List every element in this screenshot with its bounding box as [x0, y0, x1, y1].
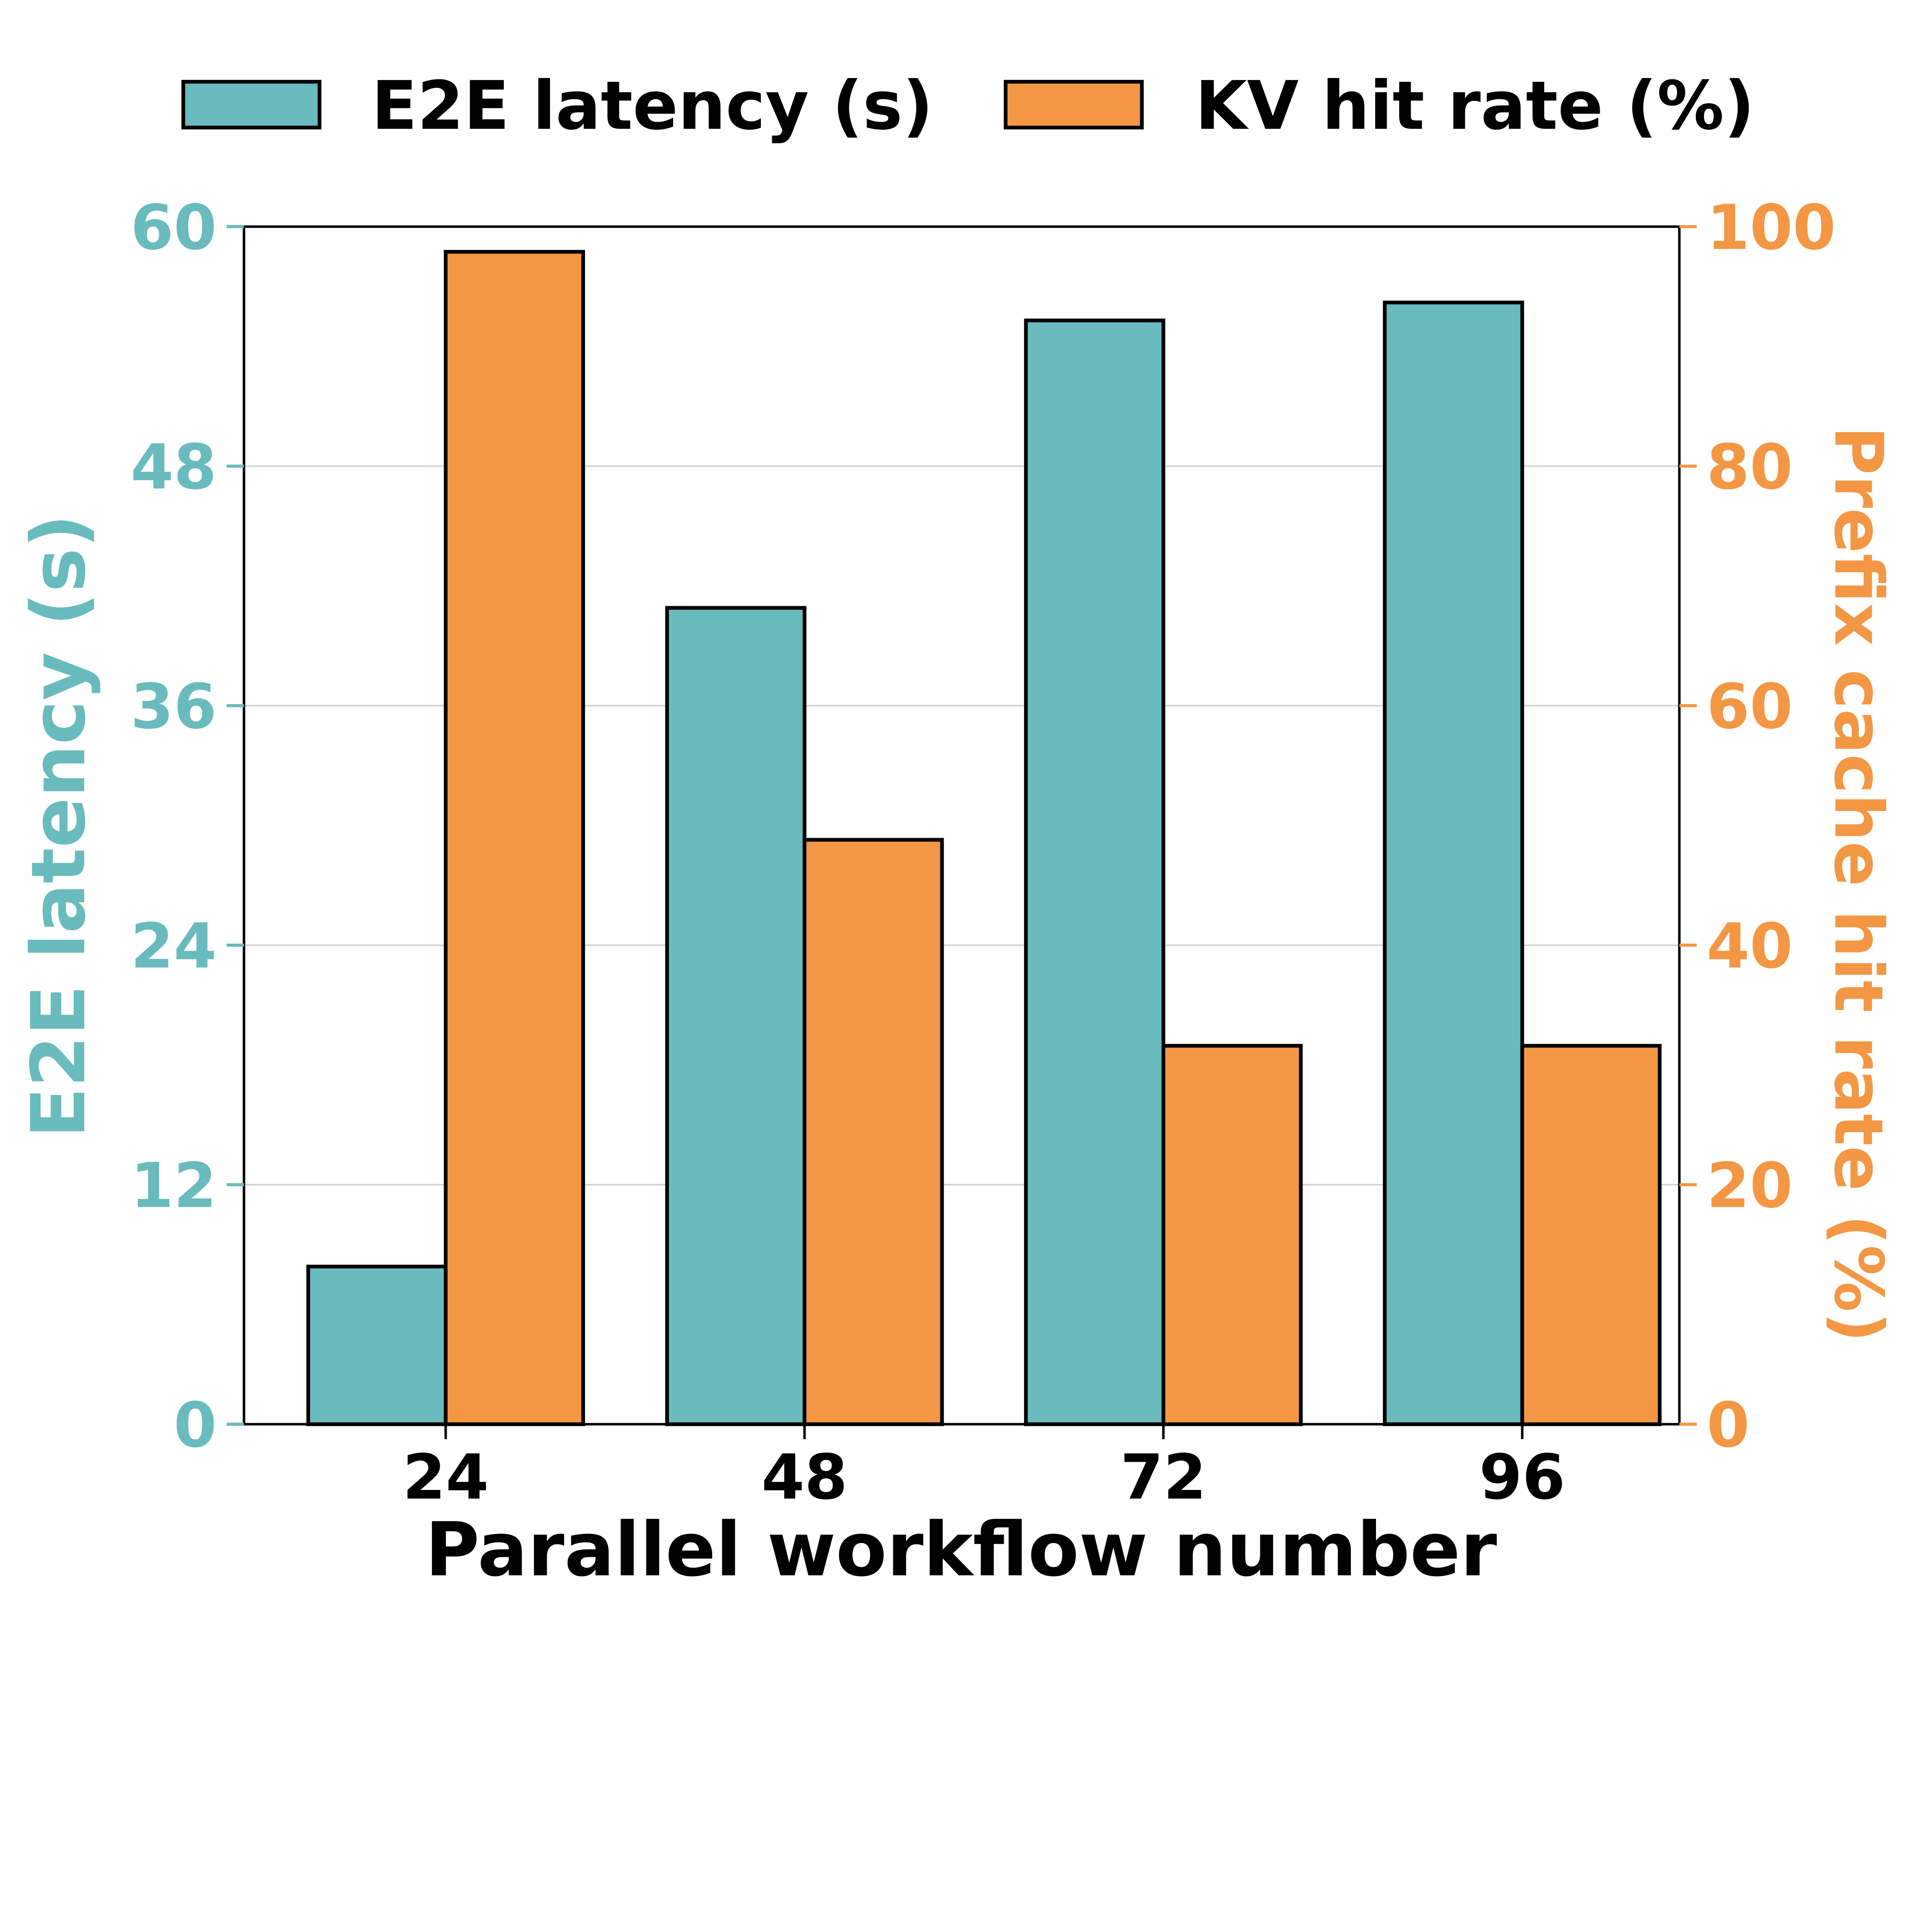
- legend-label-latency: E2E latency (s): [372, 66, 933, 145]
- x-tick-label: 24: [403, 1441, 489, 1513]
- right-tick-label: 60: [1707, 670, 1793, 743]
- x-axis-label: Parallel workflow number: [425, 1507, 1497, 1593]
- legend: E2E latency (s) KV hit rate (%): [181, 66, 1755, 145]
- left-tick-label: 60: [131, 191, 217, 264]
- left-tick-label: 24: [131, 910, 217, 982]
- right-tick-label: 20: [1707, 1150, 1793, 1222]
- bars: [306, 250, 1662, 1426]
- legend-swatch-kv: [1003, 80, 1144, 129]
- right-tick-label: 0: [1707, 1389, 1750, 1461]
- left-tick-label: 36: [131, 670, 217, 743]
- left-tick-label: 12: [131, 1150, 217, 1222]
- right-tick-label: 80: [1707, 431, 1793, 503]
- bar-latency-96: [1383, 301, 1524, 1426]
- y-axis-label-right: Prefix cache hit rate (%): [1820, 426, 1898, 1342]
- chart: 0 12 24 36 48 60 0 20 40 60 80 100 24 48 72 96 Parall…: [16, 66, 1898, 1593]
- bar-latency-24: [306, 1264, 448, 1426]
- right-axis: 0 20 40 60 80 100: [1679, 191, 1836, 1461]
- x-tick-label: 72: [1120, 1441, 1206, 1513]
- right-tick-label: 40: [1707, 910, 1793, 982]
- right-tick-label: 100: [1707, 191, 1836, 264]
- x-tick-label: 48: [762, 1441, 848, 1513]
- plot-frame: [243, 225, 1681, 1426]
- bar-kv-hit-72: [1162, 1044, 1303, 1426]
- left-axis: 0 12 24 36 48 60: [131, 191, 244, 1461]
- x-tick-label: 96: [1479, 1441, 1565, 1513]
- bar-latency-48: [665, 606, 806, 1426]
- bar-latency-72: [1024, 318, 1165, 1426]
- bar-kv-hit-24: [444, 250, 585, 1426]
- legend-label-kv: KV hit rate (%): [1195, 66, 1755, 145]
- x-axis: 24 48 72 96: [403, 1424, 1565, 1513]
- y-axis-label-left: E2E latency (s): [16, 514, 102, 1138]
- left-tick-label: 0: [173, 1389, 217, 1461]
- bar-kv-hit-96: [1520, 1044, 1662, 1426]
- legend-swatch-latency: [181, 80, 321, 129]
- left-tick-label: 48: [131, 431, 217, 503]
- bar-kv-hit-48: [803, 838, 944, 1426]
